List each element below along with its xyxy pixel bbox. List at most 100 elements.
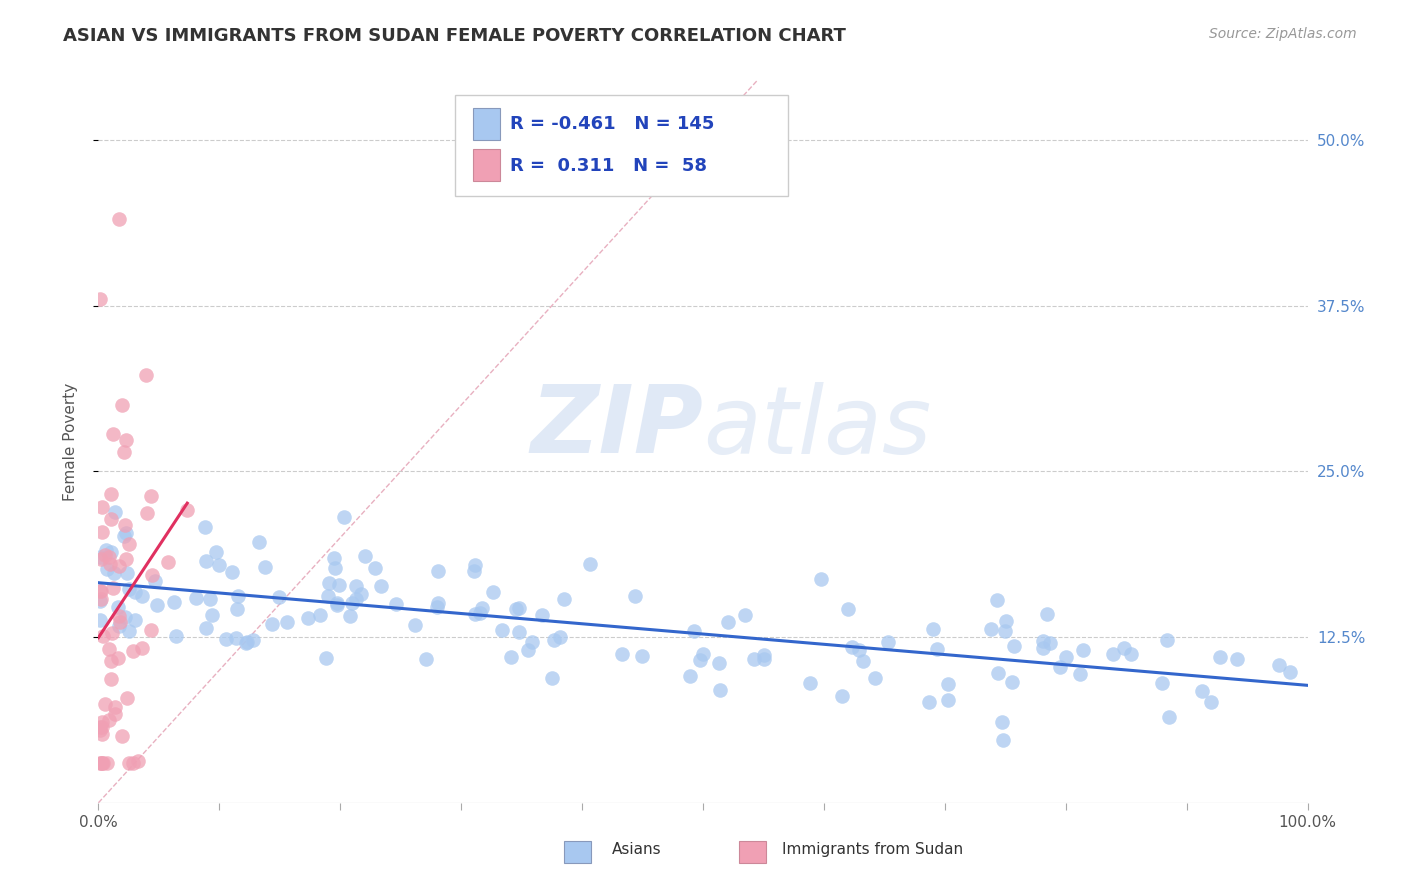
Point	[315, 651, 337, 665]
Point	[236, 635, 259, 649]
Point	[363, 561, 385, 575]
Point	[131, 640, 153, 655]
Point	[427, 596, 450, 610]
Point	[1278, 665, 1301, 679]
Point	[205, 545, 228, 559]
Point	[370, 579, 392, 593]
Point	[612, 647, 634, 661]
Point	[194, 621, 217, 635]
Point	[115, 566, 138, 580]
Point	[90, 500, 112, 514]
Point	[508, 601, 530, 615]
Point	[139, 623, 162, 637]
Point	[254, 560, 277, 574]
Point	[98, 558, 121, 572]
Point	[987, 665, 1010, 680]
Point	[107, 600, 129, 615]
Point	[991, 715, 1014, 730]
Point	[141, 568, 163, 582]
Point	[276, 615, 298, 630]
Point	[100, 512, 122, 526]
Point	[198, 592, 221, 607]
Point	[96, 756, 118, 770]
Point	[344, 579, 367, 593]
Point	[91, 720, 114, 734]
Point	[225, 631, 247, 645]
Point	[260, 616, 283, 631]
Point	[350, 587, 373, 601]
Point	[226, 590, 249, 604]
Point	[269, 590, 291, 604]
Text: ASIAN VS IMMIGRANTS FROM SUDAN FEMALE POVERTY CORRELATION CHART: ASIAN VS IMMIGRANTS FROM SUDAN FEMALE PO…	[63, 27, 846, 45]
Point	[994, 614, 1017, 628]
Point	[122, 644, 145, 658]
Point	[980, 622, 1002, 636]
Point	[531, 608, 554, 623]
Point	[91, 756, 114, 770]
Point	[1036, 607, 1059, 622]
Text: R =  0.311   N =  58: R = 0.311 N = 58	[509, 156, 707, 175]
Point	[114, 610, 136, 624]
Point	[114, 526, 136, 541]
Point	[135, 507, 157, 521]
Point	[925, 641, 948, 656]
Point	[520, 635, 543, 649]
Point	[1199, 695, 1222, 709]
Point	[852, 654, 875, 668]
Point	[342, 596, 364, 610]
Point	[683, 624, 706, 639]
Point	[1114, 640, 1136, 655]
Point	[111, 729, 134, 743]
Point	[624, 590, 647, 604]
Point	[464, 607, 486, 622]
Point	[799, 676, 821, 690]
Point	[994, 624, 1017, 638]
Point	[107, 651, 129, 665]
Point	[90, 756, 112, 770]
Point	[103, 427, 125, 442]
Point	[837, 602, 859, 616]
Point	[426, 599, 449, 614]
Point	[876, 635, 898, 649]
Point	[463, 564, 485, 578]
Point	[176, 503, 198, 517]
Point	[124, 613, 146, 627]
Point	[517, 643, 540, 657]
Point	[508, 625, 530, 640]
Y-axis label: Female Poverty: Female Poverty	[63, 383, 77, 500]
Point	[114, 551, 136, 566]
Point	[689, 653, 711, 667]
Point	[100, 486, 122, 500]
Point	[131, 589, 153, 603]
Point	[316, 589, 339, 603]
Point	[1032, 634, 1054, 648]
Point	[1001, 675, 1024, 690]
Point	[323, 550, 346, 565]
Point	[1121, 647, 1143, 661]
Point	[108, 212, 131, 227]
Point	[1191, 684, 1213, 698]
Point	[112, 529, 135, 543]
Point	[104, 707, 127, 722]
Point	[96, 562, 118, 576]
Point	[104, 700, 127, 714]
Point	[1069, 667, 1091, 681]
Point	[752, 648, 775, 663]
Point	[631, 649, 654, 664]
Point	[163, 595, 186, 609]
Point	[553, 591, 575, 606]
Point	[89, 292, 111, 306]
Point	[936, 676, 959, 690]
Point	[865, 671, 887, 685]
Point	[110, 615, 132, 629]
Point	[505, 602, 527, 616]
Point	[208, 558, 231, 572]
Point	[115, 691, 138, 706]
Point	[326, 598, 349, 612]
Point	[297, 611, 319, 625]
Point	[404, 617, 426, 632]
Point	[540, 671, 562, 685]
Point	[101, 626, 124, 640]
Point	[1267, 658, 1289, 673]
Point	[354, 549, 377, 563]
